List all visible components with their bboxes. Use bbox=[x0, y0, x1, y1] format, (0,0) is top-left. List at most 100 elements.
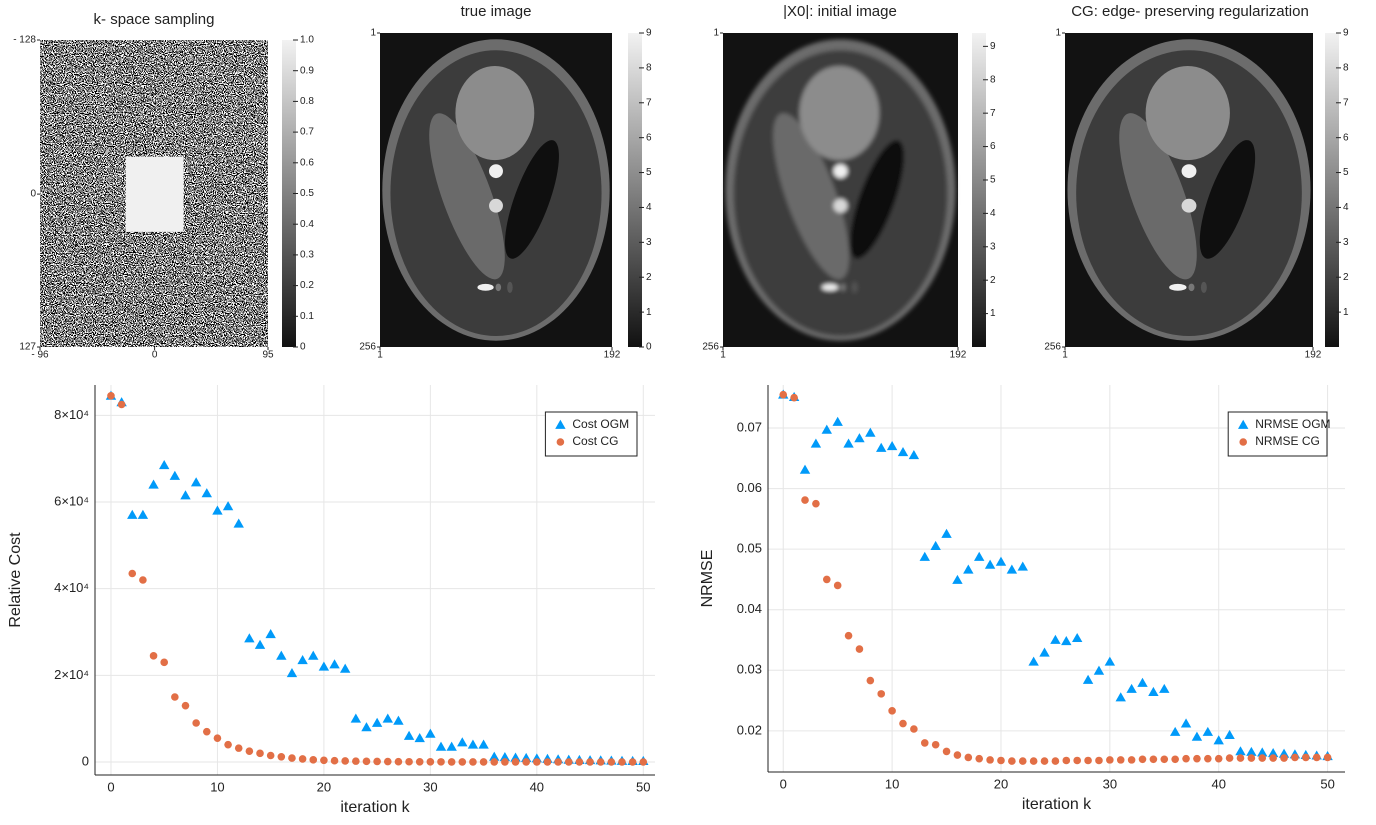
x-tick-label: 30 bbox=[1103, 776, 1117, 791]
x-tick-label: 40 bbox=[530, 779, 544, 794]
marker bbox=[350, 713, 362, 723]
y-tick-label: 4×10⁴ bbox=[54, 580, 89, 595]
marker bbox=[586, 758, 594, 766]
image-region bbox=[1181, 164, 1197, 179]
marker bbox=[941, 528, 952, 538]
marker bbox=[877, 690, 886, 698]
x-tick-label: 1 bbox=[1062, 350, 1068, 361]
marker bbox=[478, 739, 489, 749]
marker bbox=[1095, 756, 1103, 765]
marker bbox=[1312, 753, 1321, 762]
chart-title: |X0|: initial image bbox=[783, 3, 897, 20]
marker bbox=[1247, 754, 1256, 762]
marker bbox=[1115, 692, 1126, 702]
marker bbox=[1071, 632, 1083, 643]
y-tick-label: 0.03 bbox=[737, 662, 762, 677]
chart-title: CG: edge- preserving regularization bbox=[1071, 3, 1309, 20]
marker bbox=[953, 751, 962, 759]
y-tick-label: 0.06 bbox=[737, 480, 762, 495]
marker bbox=[886, 440, 898, 451]
marker bbox=[533, 758, 541, 766]
marker bbox=[254, 639, 266, 649]
legend-label: Cost CG bbox=[572, 434, 618, 448]
x-tick-label: 50 bbox=[636, 779, 650, 794]
marker bbox=[107, 392, 115, 400]
image-region bbox=[1145, 65, 1230, 161]
marker bbox=[244, 633, 255, 643]
image-region bbox=[1181, 198, 1197, 213]
colorbar-tick-label: 4 bbox=[1343, 202, 1349, 213]
y-tick-label: - 128 bbox=[13, 35, 36, 46]
marker bbox=[866, 676, 875, 685]
x-tick-label: 10 bbox=[210, 779, 224, 794]
marker bbox=[1202, 726, 1214, 736]
marker bbox=[628, 758, 637, 766]
marker bbox=[1050, 634, 1061, 644]
marker bbox=[843, 438, 854, 448]
x-tick-label: 1 bbox=[377, 350, 383, 361]
colorbar bbox=[972, 33, 986, 347]
colorbar-tick-label: 2 bbox=[1343, 272, 1349, 283]
marker bbox=[931, 740, 940, 749]
colorbar-tick-label: 6 bbox=[1343, 132, 1349, 143]
y-tick-label: 6×10⁴ bbox=[54, 493, 89, 508]
marker bbox=[266, 751, 275, 760]
x-tick-label: 0 bbox=[107, 779, 114, 794]
colorbar-tick-label: 6 bbox=[990, 141, 996, 152]
image bbox=[380, 33, 612, 347]
marker bbox=[212, 505, 223, 515]
image-region bbox=[849, 140, 905, 259]
x-tick-label: 0 bbox=[152, 350, 158, 361]
marker bbox=[383, 757, 392, 766]
marker bbox=[1093, 665, 1105, 675]
image bbox=[40, 40, 268, 347]
marker bbox=[899, 719, 907, 728]
marker bbox=[832, 416, 843, 426]
y-tick-label: 127 bbox=[19, 342, 36, 353]
marker bbox=[1182, 754, 1190, 763]
marker bbox=[854, 433, 865, 443]
x-axis-label: iteration k bbox=[340, 799, 410, 816]
legend-marker bbox=[556, 438, 565, 446]
colorbar-tick-label: 0.5 bbox=[300, 188, 314, 199]
legend-box bbox=[1227, 411, 1328, 457]
marker bbox=[1062, 756, 1071, 765]
marker bbox=[1008, 757, 1016, 765]
marker bbox=[458, 758, 467, 766]
legend-marker bbox=[1239, 438, 1247, 446]
marker bbox=[964, 753, 973, 762]
marker bbox=[352, 757, 360, 765]
marker bbox=[1084, 756, 1092, 765]
marker bbox=[1280, 754, 1288, 762]
x-tick-label: 40 bbox=[1211, 776, 1225, 791]
colorbar-tick-label: 1 bbox=[646, 307, 652, 318]
y-tick-label: 1 bbox=[713, 28, 719, 39]
image-region bbox=[833, 198, 848, 213]
colorbar-tick-label: 0.8 bbox=[300, 96, 314, 107]
colorbar-tick-label: 0.6 bbox=[300, 157, 314, 168]
colorbar-tick-label: 7 bbox=[646, 97, 652, 108]
marker bbox=[1106, 756, 1114, 764]
colorbar-tick-label: 0.2 bbox=[300, 280, 314, 291]
x-tick-label: 30 bbox=[423, 779, 437, 794]
legend-marker bbox=[1238, 419, 1249, 429]
marker bbox=[986, 756, 994, 764]
marker bbox=[1061, 635, 1072, 646]
colorbar bbox=[1325, 33, 1339, 347]
legend-box bbox=[544, 411, 638, 457]
marker bbox=[330, 756, 339, 765]
colorbar-tick-label: 2 bbox=[646, 272, 652, 283]
marker bbox=[1193, 754, 1201, 763]
image-region bbox=[489, 164, 503, 179]
colorbar-tick-label: 0.1 bbox=[300, 311, 314, 322]
x-tick-label: 20 bbox=[994, 776, 1008, 791]
marker bbox=[844, 631, 853, 640]
chart-title: true image bbox=[461, 3, 532, 20]
y-axis-label: NRMSE bbox=[699, 550, 716, 608]
y-tick-label: 8×10⁴ bbox=[54, 407, 89, 422]
colorbar-tick-label: 0.4 bbox=[300, 219, 314, 230]
marker bbox=[1149, 755, 1158, 764]
marker bbox=[995, 556, 1007, 566]
image-region bbox=[495, 283, 502, 292]
